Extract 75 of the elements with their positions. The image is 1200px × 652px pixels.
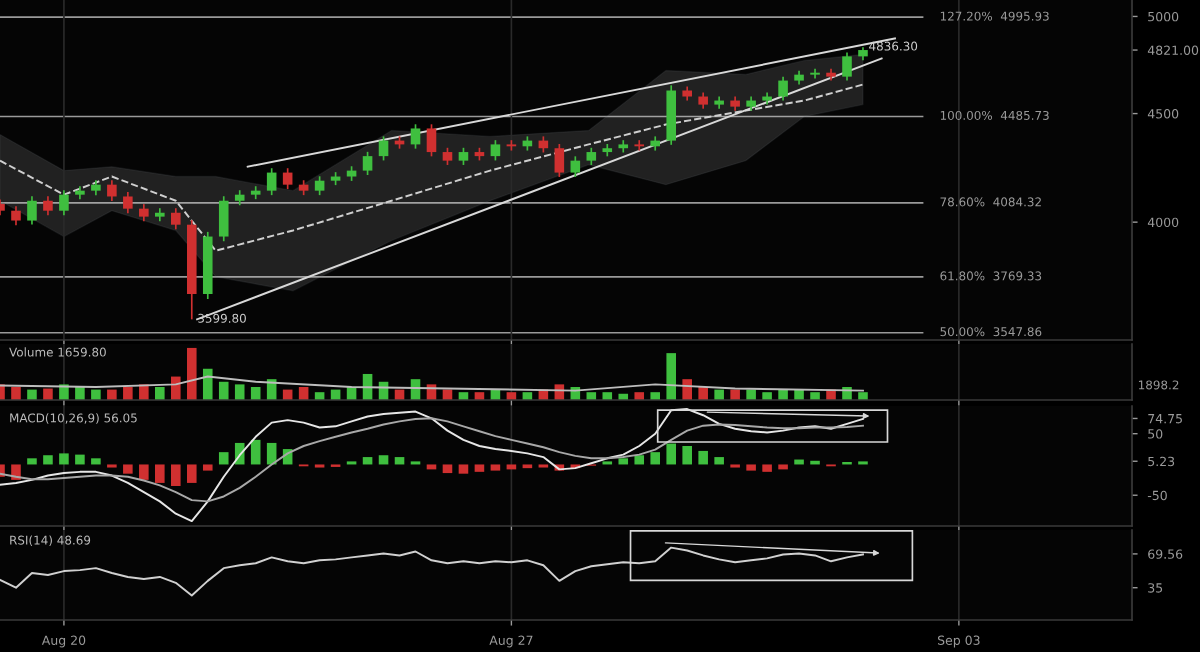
bar [155, 386, 165, 400]
bar [858, 392, 868, 400]
candlestick [59, 189, 69, 217]
bar [634, 455, 645, 465]
bar [778, 464, 788, 470]
candlestick [314, 175, 325, 196]
bar [666, 353, 676, 400]
bar [171, 464, 181, 486]
bar [810, 392, 820, 400]
bar [762, 464, 772, 472]
bar [778, 389, 788, 400]
candlestick [218, 195, 229, 243]
bar [426, 464, 437, 470]
line-series [0, 417, 864, 503]
bar [682, 446, 692, 465]
bar [746, 464, 756, 471]
bar [634, 392, 645, 400]
candlestick [570, 155, 581, 178]
candlestick [11, 205, 21, 226]
bar [714, 457, 724, 465]
bar [11, 386, 21, 400]
candlestick [410, 123, 421, 150]
bar [75, 454, 85, 465]
bar [139, 464, 149, 480]
candlestick [266, 167, 277, 196]
bar [202, 464, 213, 471]
bar [107, 389, 117, 400]
bar [602, 392, 613, 400]
candlestick [171, 207, 181, 231]
candlestick [778, 75, 788, 102]
candlestick [282, 167, 293, 190]
bar [378, 455, 389, 465]
bar [91, 389, 101, 400]
bar [666, 443, 676, 465]
bar [682, 379, 692, 400]
bar [234, 384, 245, 400]
bar [91, 458, 101, 465]
bar [442, 464, 453, 474]
bar [186, 347, 197, 400]
candlestick [123, 191, 133, 215]
candlestick [426, 123, 437, 158]
bar [202, 368, 213, 400]
bar [27, 458, 37, 465]
bar [123, 464, 133, 474]
bar [218, 452, 229, 465]
candlestick [43, 195, 53, 217]
bar [43, 388, 53, 400]
bar [714, 389, 724, 400]
bar [650, 452, 661, 465]
candlestick [634, 139, 645, 152]
bar [506, 464, 517, 470]
candlestick [378, 135, 389, 162]
bar [186, 464, 197, 483]
bar [27, 389, 37, 400]
candlestick [362, 151, 373, 176]
candlestick [842, 51, 852, 82]
candlestick [27, 195, 37, 226]
candlestick [107, 179, 117, 202]
bar [59, 453, 69, 465]
bar [123, 386, 133, 400]
bar [698, 450, 708, 465]
bar [746, 389, 756, 400]
bar [762, 392, 772, 400]
candlestick [810, 67, 820, 80]
candlestick [554, 143, 565, 178]
bar [218, 381, 229, 400]
candlestick [490, 139, 501, 162]
bar [474, 464, 485, 472]
bar [155, 464, 165, 483]
bar [730, 389, 740, 400]
bar [618, 458, 629, 465]
bar [490, 464, 501, 471]
bar [43, 455, 53, 465]
bar [458, 464, 469, 474]
bar [650, 392, 661, 400]
